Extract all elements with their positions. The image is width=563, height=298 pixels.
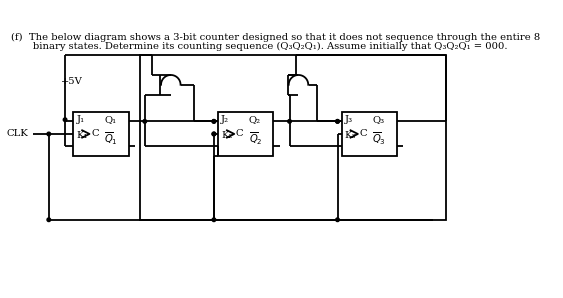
Circle shape [212, 132, 216, 136]
Circle shape [336, 119, 339, 123]
Text: Q₂: Q₂ [249, 115, 261, 124]
Text: (f)  The below diagram shows a 3-bit counter designed so that it does not sequen: (f) The below diagram shows a 3-bit coun… [11, 33, 540, 42]
Circle shape [288, 119, 291, 123]
Text: C: C [360, 129, 367, 138]
Text: binary states. Determine its counting sequence (Q₃Q₂Q₁). Assume initially that Q: binary states. Determine its counting se… [11, 42, 508, 51]
Text: C: C [236, 129, 243, 138]
Text: J₃: J₃ [345, 115, 353, 124]
Text: +5V: +5V [61, 77, 83, 86]
Text: K₁: K₁ [77, 131, 88, 140]
Text: $\overline{Q}$$_1$: $\overline{Q}$$_1$ [104, 131, 118, 148]
Circle shape [212, 218, 216, 221]
Circle shape [47, 218, 51, 221]
Text: $\overline{Q}$$_3$: $\overline{Q}$$_3$ [373, 131, 386, 148]
Circle shape [336, 218, 339, 221]
Circle shape [212, 119, 216, 123]
Text: $\overline{Q}$$_2$: $\overline{Q}$$_2$ [249, 131, 262, 148]
Circle shape [143, 119, 146, 123]
Circle shape [336, 119, 339, 123]
Bar [140, 55, 446, 220]
Circle shape [63, 118, 67, 122]
Text: J₁: J₁ [77, 115, 84, 124]
Circle shape [212, 132, 216, 136]
Circle shape [47, 132, 51, 136]
Circle shape [212, 119, 216, 123]
Bar [342, 111, 397, 156]
Text: K₃: K₃ [345, 131, 356, 140]
Text: CLK: CLK [7, 129, 29, 138]
Text: K₂: K₂ [221, 131, 233, 140]
Bar [218, 111, 273, 156]
Text: J₂: J₂ [221, 115, 229, 124]
Text: C: C [91, 129, 99, 138]
Text: Q₃: Q₃ [373, 115, 385, 124]
Bar [73, 111, 128, 156]
Text: Q₁: Q₁ [104, 115, 116, 124]
